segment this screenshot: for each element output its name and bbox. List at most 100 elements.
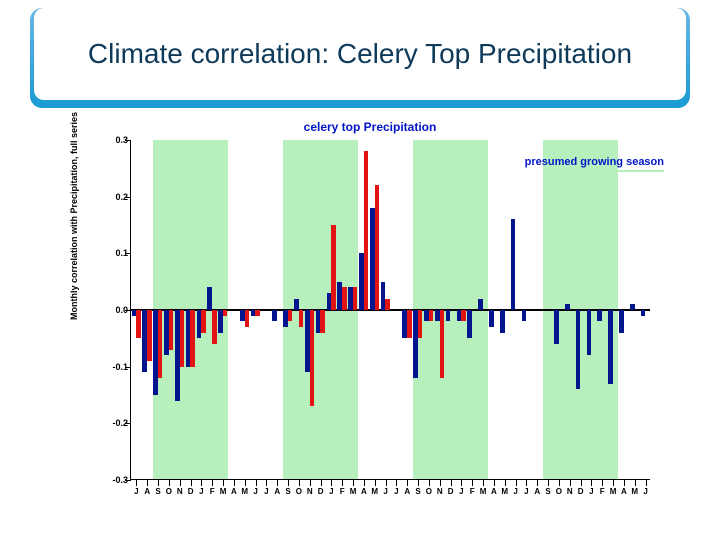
x-tick: [461, 480, 462, 486]
x-tick: [321, 480, 322, 486]
bar: [608, 310, 613, 384]
x-tick: [613, 480, 614, 486]
bar: [576, 310, 581, 389]
x-tick: [516, 480, 517, 486]
chart-title: celery top Precipitation: [70, 120, 670, 134]
x-tick: [646, 480, 647, 486]
x-tick: [407, 480, 408, 486]
x-tick: [581, 480, 582, 486]
x-tick: [180, 480, 181, 486]
bar: [489, 310, 494, 327]
bar: [407, 310, 412, 338]
x-tick-label: J: [383, 487, 387, 496]
bar: [255, 310, 260, 316]
bar: [587, 310, 592, 355]
slide: Climate correlation: Celery Top Precipit…: [0, 0, 720, 540]
x-tick-label: M: [220, 487, 227, 496]
y-tick-label: 0.2: [100, 192, 128, 202]
x-tick-label: J: [643, 487, 647, 496]
bar: [245, 310, 250, 327]
x-tick: [158, 480, 159, 486]
x-tick-label: A: [361, 487, 367, 496]
y-tick: [125, 310, 131, 311]
bar: [342, 287, 347, 310]
legend-label: presumed growing season: [525, 156, 664, 168]
x-tick-label: O: [166, 487, 172, 496]
bar: [272, 310, 277, 321]
x-tick-label: M: [631, 487, 638, 496]
y-tick: [125, 197, 131, 198]
x-tick-label: D: [448, 487, 454, 496]
bar: [310, 310, 315, 406]
x-tick-label: N: [307, 487, 313, 496]
x-tick: [234, 480, 235, 486]
bar: [641, 310, 646, 316]
x-tick: [245, 480, 246, 486]
bar: [554, 310, 559, 344]
x-tick-label: N: [437, 487, 443, 496]
y-tick: [125, 423, 131, 424]
bar: [331, 225, 336, 310]
x-tick-label: F: [600, 487, 605, 496]
bar: [440, 310, 445, 378]
x-tick: [537, 480, 538, 486]
x-tick: [353, 480, 354, 486]
title-band: Climate correlation: Celery Top Precipit…: [30, 8, 690, 108]
x-tick: [494, 480, 495, 486]
x-tick-label: N: [567, 487, 573, 496]
bar: [364, 151, 369, 310]
x-tick: [440, 480, 441, 486]
x-tick-label: D: [188, 487, 194, 496]
bar: [418, 310, 423, 338]
x-tick: [299, 480, 300, 486]
x-tick-label: A: [621, 487, 627, 496]
x-tick-label: A: [144, 487, 150, 496]
bar: [478, 299, 483, 310]
x-tick: [526, 480, 527, 486]
bar: [212, 310, 217, 344]
y-axis-label: Monthly correlation with Precipitation, …: [69, 112, 79, 320]
bar: [461, 310, 466, 321]
x-tick-label: O: [296, 487, 302, 496]
y-tick: [125, 253, 131, 254]
x-tick: [288, 480, 289, 486]
plot-inner: JASONDJFMAMJJASONDJFMAMJJASONDJFMAMJJASO…: [131, 140, 650, 479]
x-tick: [277, 480, 278, 486]
x-tick-label: J: [199, 487, 203, 496]
bar: [169, 310, 174, 350]
x-tick: [451, 480, 452, 486]
x-tick-label: J: [524, 487, 528, 496]
x-tick-label: O: [556, 487, 562, 496]
x-tick: [418, 480, 419, 486]
x-tick: [266, 480, 267, 486]
bar: [353, 287, 358, 310]
x-tick-label: D: [578, 487, 584, 496]
bar: [190, 310, 195, 367]
x-tick: [310, 480, 311, 486]
x-tick: [169, 480, 170, 486]
x-tick: [602, 480, 603, 486]
chart-container: celery top Precipitation Monthly correla…: [70, 120, 670, 520]
bar: [375, 185, 380, 310]
x-tick-label: D: [318, 487, 324, 496]
x-tick-label: N: [177, 487, 183, 496]
x-tick-label: S: [545, 487, 550, 496]
y-tick: [125, 140, 131, 141]
bar: [320, 310, 325, 333]
x-tick: [223, 480, 224, 486]
x-tick-label: O: [426, 487, 432, 496]
bar: [522, 310, 527, 321]
bar: [565, 304, 570, 310]
y-tick-label: -0.3: [100, 475, 128, 485]
x-tick: [548, 480, 549, 486]
bar: [207, 287, 212, 310]
x-tick-label: S: [415, 487, 420, 496]
y-tick-label: -0.1: [100, 362, 128, 372]
x-tick: [483, 480, 484, 486]
x-tick: [635, 480, 636, 486]
x-tick: [559, 480, 560, 486]
x-tick-label: F: [210, 487, 215, 496]
x-tick-label: A: [491, 487, 497, 496]
x-tick: [136, 480, 137, 486]
x-tick: [591, 480, 592, 486]
